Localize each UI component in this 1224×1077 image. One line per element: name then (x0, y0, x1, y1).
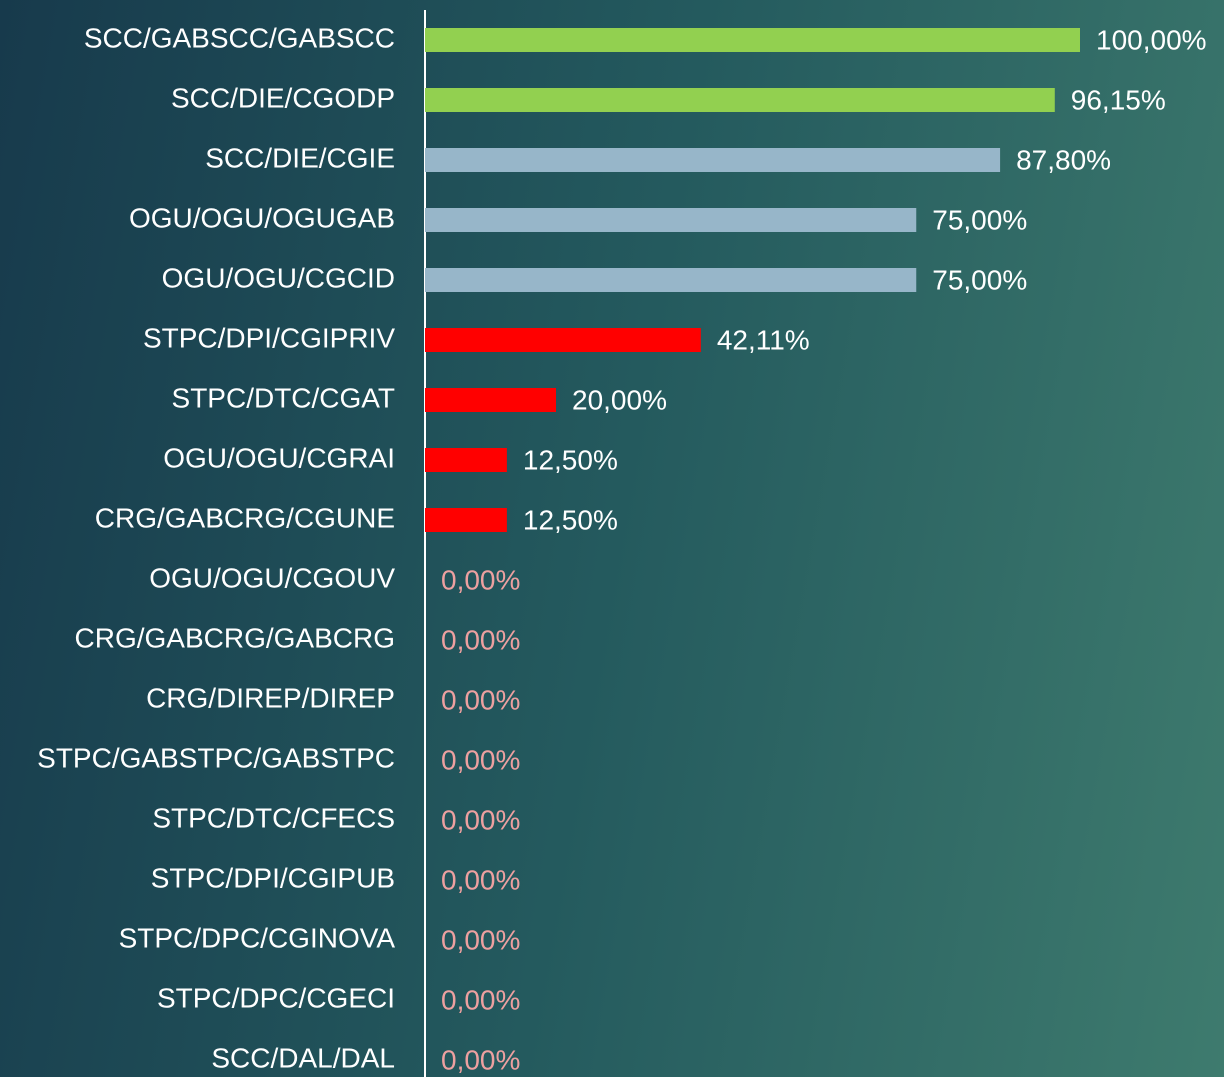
category-label: OGU/OGU/CGOUV (149, 562, 395, 593)
category-label: OGU/OGU/OGUGAB (129, 202, 395, 233)
bar (425, 88, 1055, 112)
category-label: OGU/OGU/CGRAI (163, 442, 395, 473)
bar (425, 508, 507, 532)
category-label: SCC/DIE/CGIE (205, 142, 395, 173)
value-label: 100,00% (1096, 24, 1207, 55)
value-label: 75,00% (932, 264, 1027, 295)
value-label: 0,00% (441, 804, 520, 835)
category-label: OGU/OGU/CGCID (162, 262, 395, 293)
value-label: 96,15% (1071, 84, 1166, 115)
category-label: SCC/DIE/CGODP (171, 82, 395, 113)
value-label: 0,00% (441, 624, 520, 655)
value-label: 0,00% (441, 744, 520, 775)
value-label: 12,50% (523, 444, 618, 475)
value-label: 20,00% (572, 384, 667, 415)
category-label: CRG/DIREP/DIREP (146, 682, 395, 713)
category-label: STPC/DPC/CGINOVA (119, 922, 396, 953)
value-label: 0,00% (441, 924, 520, 955)
category-label: STPC/DPI/CGIPUB (151, 862, 395, 893)
bar (425, 388, 556, 412)
category-label: SCC/GABSCC/GABSCC (84, 22, 395, 53)
bar (425, 208, 917, 232)
category-label: STPC/DPI/CGIPRIV (143, 322, 395, 353)
bar (425, 148, 1001, 172)
value-label: 75,00% (932, 204, 1027, 235)
bar (425, 328, 701, 352)
value-label: 0,00% (441, 864, 520, 895)
value-label: 87,80% (1016, 144, 1111, 175)
category-label: STPC/DTC/CFECS (152, 802, 395, 833)
category-label: STPC/DPC/CGECI (157, 982, 395, 1013)
category-label: CRG/GABCRG/GABCRG (75, 622, 395, 653)
value-label: 0,00% (441, 1044, 520, 1075)
bar (425, 268, 917, 292)
value-label: 0,00% (441, 984, 520, 1015)
category-label: STPC/GABSTPC/GABSTPC (37, 742, 395, 773)
category-label: SCC/DAL/DAL (211, 1042, 395, 1073)
value-label: 0,00% (441, 564, 520, 595)
value-label: 42,11% (717, 324, 810, 355)
value-label: 12,50% (523, 504, 618, 535)
value-label: 0,00% (441, 684, 520, 715)
category-label: STPC/DTC/CGAT (172, 382, 395, 413)
bar (425, 28, 1080, 52)
bar (425, 448, 507, 472)
category-label: CRG/GABCRG/CGUNE (95, 502, 395, 533)
